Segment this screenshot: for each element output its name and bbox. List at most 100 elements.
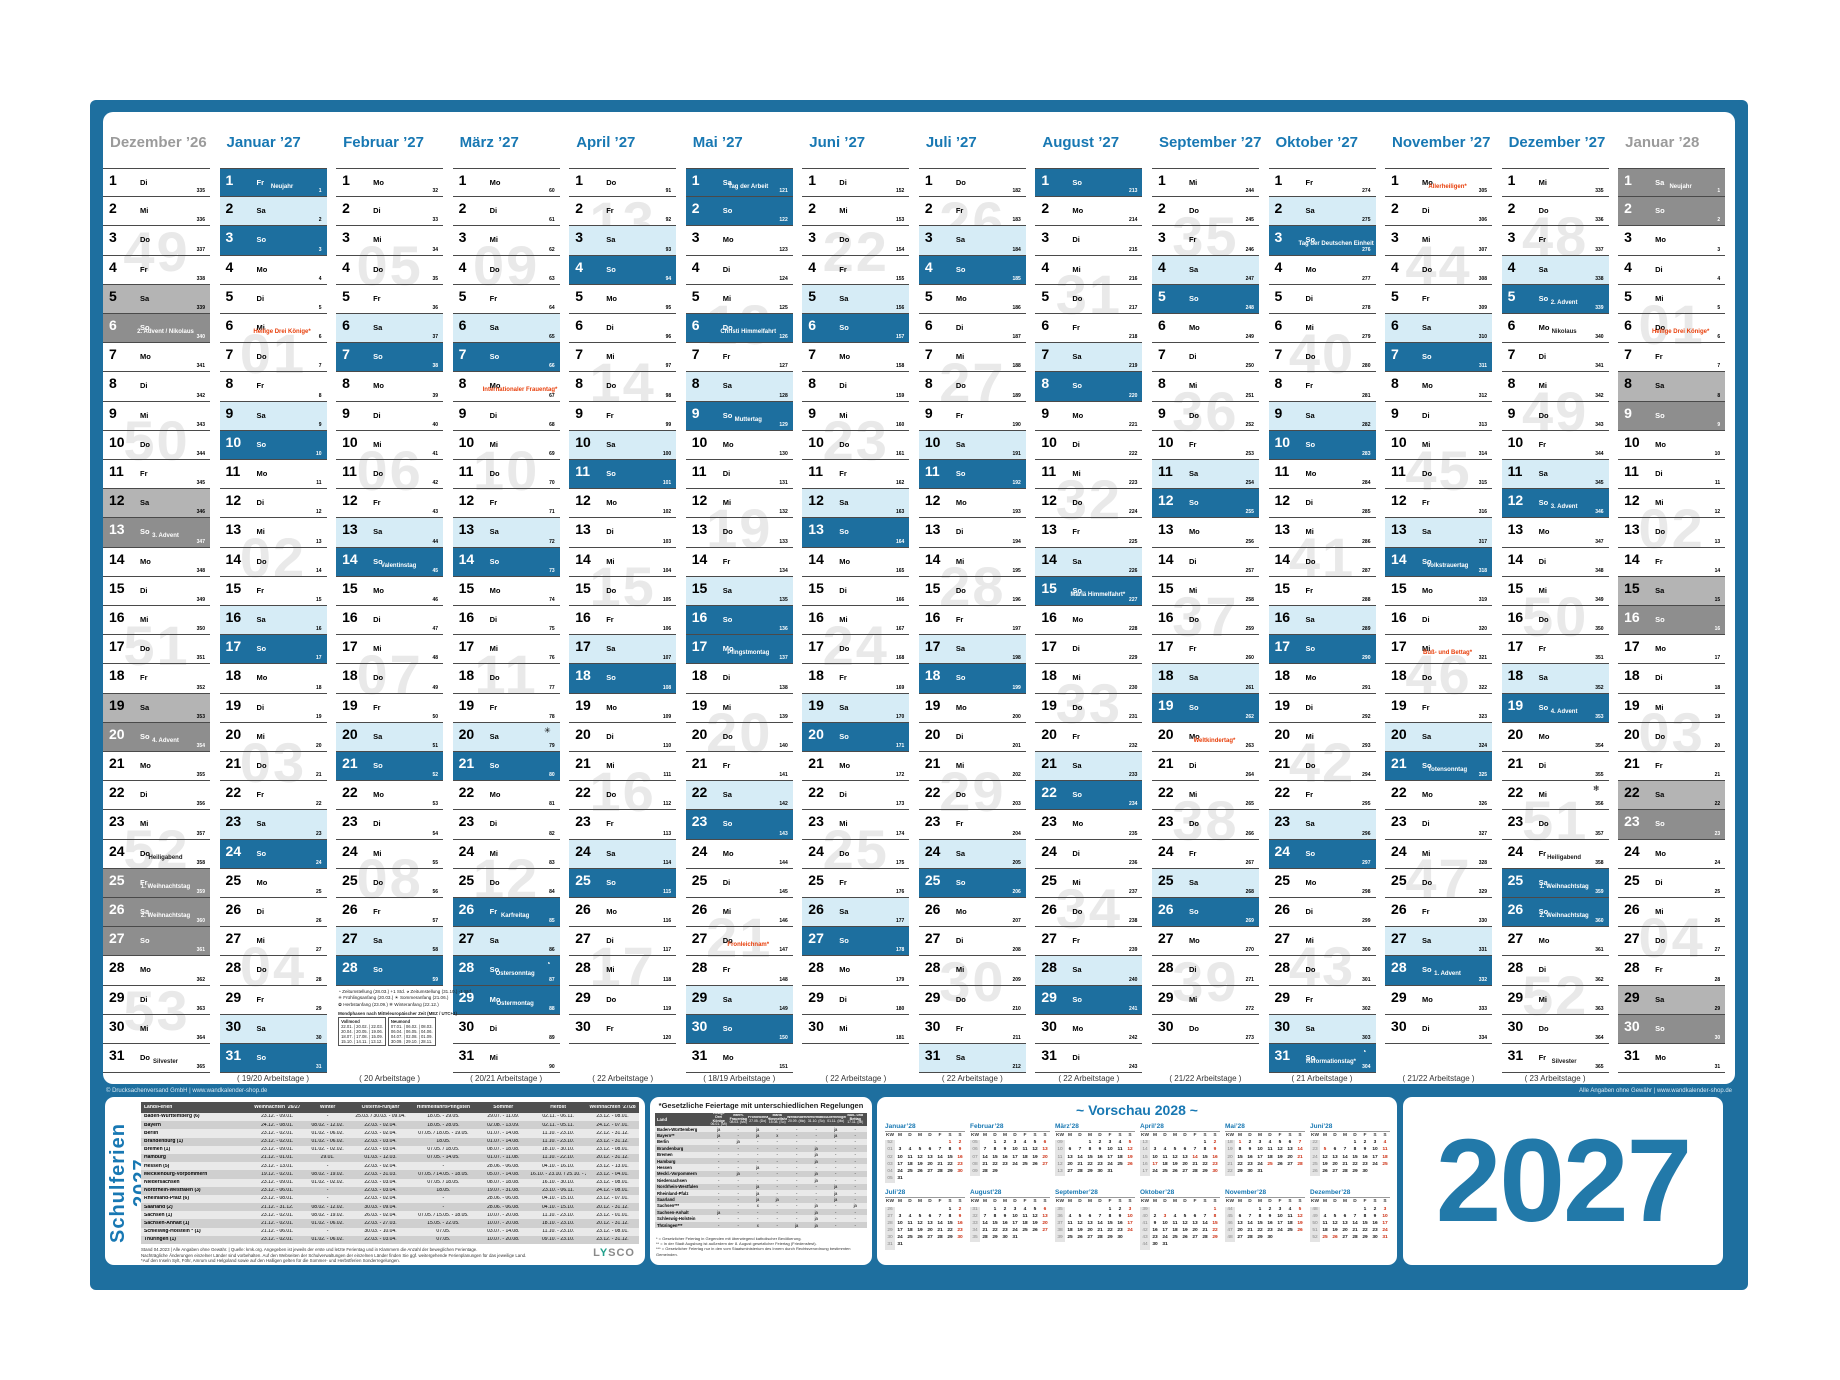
weekday-abbr: Di (1305, 293, 1314, 303)
day-of-year: 1 (318, 188, 322, 195)
mini-week-row: 19 8 9 10 11 12 13 14 (1225, 1147, 1305, 1155)
day-number: 21 (458, 755, 475, 771)
mini-day-empty (1350, 1207, 1360, 1214)
day-number: 17 (924, 638, 941, 655)
day-of-year: 233 (1129, 772, 1138, 779)
mini-day-empty (915, 1176, 925, 1183)
day-number: 10 (458, 433, 475, 450)
schulferien-cell: 01.02. - 06.02. (311, 1130, 344, 1136)
day-number: 8 (1274, 375, 1283, 392)
day-cell: 26 Do 238 (1035, 898, 1143, 928)
day-number: 2 (1041, 200, 1050, 217)
day-of-year: 365 (1595, 1064, 1604, 1071)
schulferien-row: Mecklenburg-Vorpommern 19.12. - 02.01. 08.… (141, 1170, 639, 1179)
mini-day-cell: 24 (1012, 1228, 1018, 1234)
mini-day-empty (1380, 1169, 1390, 1176)
mini-day-cell: 5 (1183, 1213, 1187, 1219)
weekday-abbr: Mo (839, 352, 851, 362)
mini-day-cell: 22 (947, 1228, 953, 1234)
weekday-abbr: So (373, 965, 383, 975)
day-cell: 7 Mo 341 (103, 343, 210, 373)
day-number: 8 (225, 375, 234, 392)
mini-day-cell: 26 (917, 1168, 923, 1174)
schulferien-cell: 04.10. - 15.10. (542, 1204, 575, 1210)
schulferien-cell: Hamburg (144, 1155, 166, 1161)
day-of-year: 9 (318, 421, 322, 428)
mini-day-cell: 28 (937, 1168, 943, 1174)
day-cell: 20 Sa ✳ 79 (452, 722, 560, 752)
feiertage-value: - (796, 1209, 798, 1215)
mini-header-row: KW M D M D F S S (1140, 1133, 1220, 1140)
kw-watermark: 30 (939, 949, 1006, 1013)
day-number: 11 (575, 463, 590, 479)
day-of-year: 248 (1245, 304, 1254, 311)
day-of-year: 104 (662, 567, 672, 574)
month-column: Februar ’27 05 06 07 08 1 Mo 32 2 Di 33 3 Mi 34 4 Do 35 5… (336, 112, 472, 1084)
schulferien-cell: 22.03. - 03.04. (364, 1179, 397, 1185)
day-of-year: 341 (1595, 363, 1604, 370)
weekday-abbr: So (1072, 994, 1082, 1004)
schulferien-row: Bayern 24.12. - 08.01. 08.02. - 12.02. 22.0… (141, 1121, 639, 1130)
mini-day-cell: 18 (1067, 1228, 1073, 1234)
mini-day-cell: 29 (1237, 1168, 1243, 1174)
feiertage-value: - (718, 1139, 720, 1145)
feiertage-row: Berlin - ja - - - - - - (655, 1138, 867, 1146)
day-number: 5 (342, 287, 350, 304)
day-cell: 14 Do 287 (1268, 548, 1376, 577)
day-cell: 13 Fr 225 (1035, 518, 1143, 548)
feiertage-title: *Gesetzliche Feiertage mit unterschiedli… (658, 1101, 864, 1110)
day-of-year: 3 (318, 246, 322, 253)
day-cell: 27 Di 117 (569, 927, 677, 957)
mini-day-cell: 21 (1352, 1228, 1358, 1234)
day-cell: 25 Do 329 (1385, 869, 1493, 898)
day-of-year: 119 (663, 1005, 672, 1012)
day-cell: 23 So 143 (685, 810, 793, 840)
mini-header-cell: S (1288, 1199, 1292, 1205)
schulferien-cell: 28.06. - 06.08. (487, 1163, 520, 1169)
day-number: 27 (1274, 930, 1291, 947)
day-number: 24 (1041, 842, 1057, 859)
day-cell: 10 So 283 (1268, 430, 1376, 460)
mini-day-cell: 24 (897, 1168, 903, 1174)
day-of-year: 86 (549, 947, 555, 954)
day-cell: 31 Di 243 (1035, 1044, 1143, 1074)
weekday-abbr: Sa (955, 1053, 966, 1062)
mini-day-empty (1190, 1242, 1200, 1249)
holiday-label: Heiligabend (1547, 854, 1582, 861)
mini-day-cell: 23 (1152, 1235, 1158, 1241)
day-of-year: 143 (779, 830, 788, 837)
weekday-abbr: So (955, 264, 966, 274)
mini-day-cell: 9 (1373, 1213, 1377, 1219)
day-number: 14 (1157, 550, 1174, 567)
mini-day-cell: 18 (1172, 1228, 1178, 1234)
mini-header-cell: S (948, 1199, 952, 1205)
mini-week-row: 38 18 19 20 21 22 23 24 (1055, 1228, 1135, 1236)
mini-day-cell: 31 (897, 1176, 903, 1182)
day-cell: 9 Mi 343 (103, 402, 210, 431)
schulferien-cell: - (326, 1163, 329, 1169)
weekday-abbr: Do (1072, 293, 1083, 303)
day-of-year: 220 (1129, 392, 1138, 399)
weekday-abbr: Di (373, 615, 381, 624)
mini-day-cell: 30 (1117, 1235, 1123, 1241)
day-cell: 17 Sa 198 (918, 635, 1026, 665)
weekday-abbr: Sa (1538, 877, 1548, 887)
mini-month: April’28 KW M D M D F S S 13 1 2 14 3 4 5 6 7 8 9 15 10 11 12 13… (1140, 1123, 1220, 1183)
weekday-abbr: Mi (1305, 527, 1314, 537)
day-cell: 12 So 3. Advent 346 (1501, 489, 1609, 519)
day-of-year: 253 (1245, 450, 1254, 457)
day-number: 27 (575, 930, 591, 947)
day-of-year: 356 (196, 801, 205, 808)
day-number: 30 (458, 1017, 475, 1034)
day-of-year: 352 (196, 684, 205, 691)
mini-day-cell: 10 (897, 1154, 903, 1160)
day-cell: 12 Fr 43 (336, 489, 444, 519)
weekday-abbr: Mo (1538, 936, 1550, 946)
weekday-abbr: Mo (1072, 410, 1084, 420)
day-cell: 20 Mo 354 (1501, 723, 1609, 752)
day-number: 21 (1041, 755, 1057, 771)
weekday-abbr: Fr (1538, 644, 1547, 654)
day-number: 8 (924, 375, 933, 392)
day-cell: 8 Fr 281 (1268, 372, 1376, 402)
mini-day-cell: 16 (1267, 1220, 1273, 1226)
